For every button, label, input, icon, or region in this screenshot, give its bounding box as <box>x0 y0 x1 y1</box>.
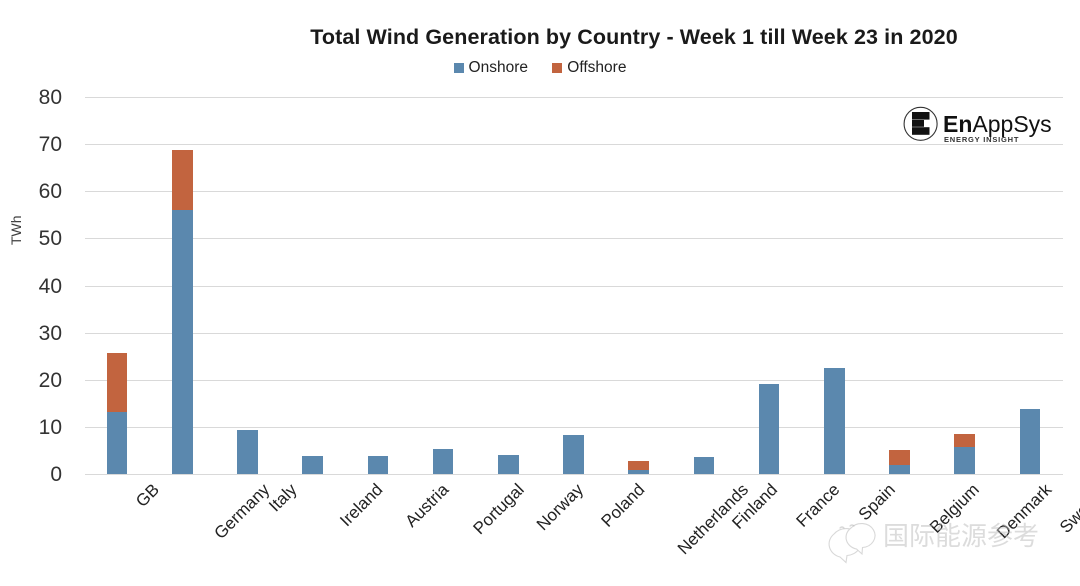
svg-text:国际能源参考: 国际能源参考 <box>883 521 1039 551</box>
